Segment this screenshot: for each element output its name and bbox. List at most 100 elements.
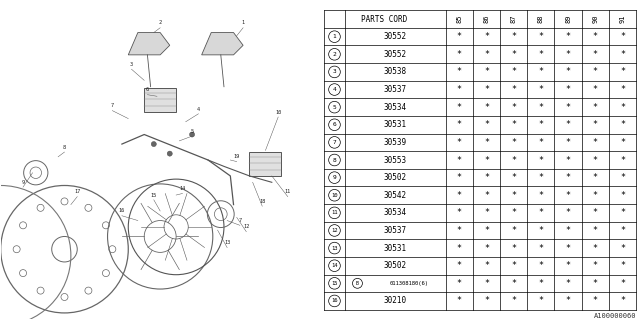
Text: *: * (511, 68, 516, 76)
Text: *: * (484, 156, 489, 164)
Text: 12: 12 (243, 224, 250, 229)
Text: 4: 4 (333, 87, 337, 92)
Text: *: * (511, 85, 516, 94)
Text: 91: 91 (620, 15, 625, 23)
Text: *: * (511, 138, 516, 147)
Text: *: * (484, 279, 489, 288)
Text: 1: 1 (241, 20, 244, 26)
Text: *: * (593, 226, 598, 235)
Text: 15: 15 (332, 281, 338, 286)
Text: *: * (593, 50, 598, 59)
Text: *: * (566, 120, 571, 129)
Text: *: * (593, 208, 598, 217)
Text: 11: 11 (332, 210, 338, 215)
Text: 9: 9 (333, 175, 337, 180)
Text: *: * (484, 173, 489, 182)
Text: 13: 13 (224, 240, 230, 245)
Text: *: * (457, 208, 461, 217)
Text: 30502: 30502 (384, 261, 407, 270)
Text: *: * (620, 85, 625, 94)
Text: *: * (593, 296, 598, 305)
Text: 2: 2 (159, 20, 162, 26)
Text: *: * (566, 173, 571, 182)
Text: 7: 7 (333, 140, 337, 145)
Text: *: * (484, 208, 489, 217)
Text: *: * (484, 244, 489, 252)
Text: 6: 6 (333, 122, 337, 127)
Text: *: * (593, 68, 598, 76)
Text: *: * (484, 261, 489, 270)
Text: 12: 12 (332, 228, 338, 233)
Text: *: * (484, 32, 489, 41)
Text: *: * (566, 68, 571, 76)
Text: *: * (620, 173, 625, 182)
Polygon shape (202, 33, 243, 55)
Text: 3: 3 (130, 62, 133, 67)
Text: *: * (511, 50, 516, 59)
Text: *: * (511, 296, 516, 305)
Text: 10: 10 (332, 193, 338, 198)
Text: *: * (566, 191, 571, 200)
Text: *: * (593, 103, 598, 112)
Text: A100000060: A100000060 (594, 313, 636, 319)
Text: *: * (620, 103, 625, 112)
Text: *: * (593, 244, 598, 252)
Text: *: * (484, 50, 489, 59)
Text: *: * (484, 296, 489, 305)
Text: *: * (484, 120, 489, 129)
Text: *: * (484, 138, 489, 147)
Text: 14: 14 (179, 186, 186, 191)
Text: *: * (484, 68, 489, 76)
Text: *: * (511, 103, 516, 112)
Text: *: * (457, 138, 461, 147)
Text: *: * (457, 85, 461, 94)
Text: *: * (457, 296, 461, 305)
Text: *: * (593, 85, 598, 94)
Text: *: * (620, 279, 625, 288)
Text: 11: 11 (285, 189, 291, 194)
Text: 17: 17 (74, 189, 81, 194)
Text: *: * (538, 32, 543, 41)
Text: *: * (593, 191, 598, 200)
Text: *: * (538, 261, 543, 270)
Text: *: * (620, 50, 625, 59)
Text: 30553: 30553 (384, 156, 407, 164)
Text: *: * (538, 156, 543, 164)
Text: 15: 15 (150, 193, 157, 197)
Text: 30552: 30552 (384, 32, 407, 41)
Text: *: * (511, 279, 516, 288)
Text: *: * (620, 138, 625, 147)
Text: *: * (457, 261, 461, 270)
Text: 30539: 30539 (384, 138, 407, 147)
Text: *: * (593, 156, 598, 164)
Text: 16: 16 (119, 208, 125, 213)
Text: *: * (538, 173, 543, 182)
Text: *: * (566, 208, 571, 217)
Text: 13: 13 (332, 245, 338, 251)
Text: *: * (511, 261, 516, 270)
Text: *: * (538, 244, 543, 252)
Text: *: * (593, 279, 598, 288)
Text: *: * (538, 103, 543, 112)
Text: *: * (511, 226, 516, 235)
Text: 30542: 30542 (384, 191, 407, 200)
Text: *: * (566, 296, 571, 305)
Text: 30552: 30552 (384, 50, 407, 59)
Text: *: * (511, 244, 516, 252)
Text: *: * (620, 296, 625, 305)
Text: *: * (457, 173, 461, 182)
Text: *: * (538, 120, 543, 129)
Text: *: * (620, 261, 625, 270)
Bar (144, 88, 176, 112)
Bar (250, 152, 282, 176)
Text: *: * (457, 279, 461, 288)
Text: *: * (593, 173, 598, 182)
Circle shape (189, 132, 195, 137)
Text: *: * (538, 279, 543, 288)
Text: *: * (538, 138, 543, 147)
Text: *: * (566, 156, 571, 164)
Text: *: * (457, 50, 461, 59)
Text: *: * (538, 50, 543, 59)
Text: 30531: 30531 (384, 244, 407, 252)
Text: 011308180(6): 011308180(6) (390, 281, 429, 286)
